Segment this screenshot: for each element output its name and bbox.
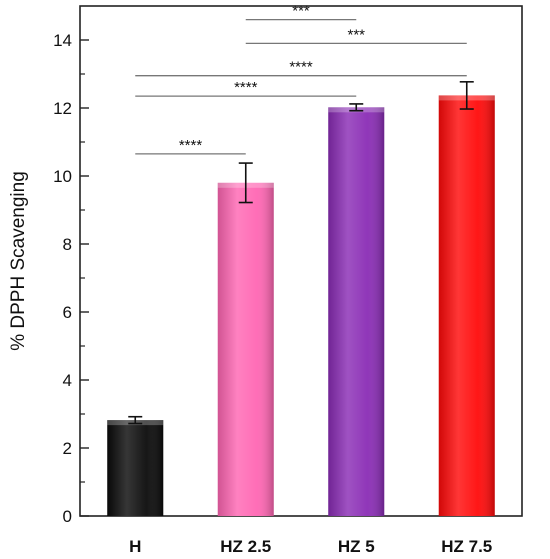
axes-group: 0 2 4 6 8 10 12 14 H HZ 2.5 HZ 5 HZ 7.5	[53, 31, 492, 556]
bar-shading	[217, 182, 274, 517]
significance-label: ****	[234, 79, 258, 96]
x-tick-label: HZ 2.5	[220, 537, 271, 556]
significance-bracket: ****	[135, 137, 246, 155]
bar-hz-7-5	[438, 81, 495, 517]
bar-h	[107, 415, 164, 516]
error-bar	[128, 415, 143, 425]
significance-label: ****	[179, 137, 203, 154]
error-bar	[349, 103, 364, 112]
y-tick-label: 12	[53, 99, 72, 118]
error-bar	[459, 81, 474, 110]
y-tick-label: 14	[53, 31, 72, 50]
significance-group: ******************	[135, 3, 467, 155]
significance-label: ***	[292, 3, 310, 20]
significance-label: ****	[289, 59, 313, 76]
y-tick-label: 8	[63, 235, 72, 254]
error-bar	[238, 162, 253, 204]
bar-shading	[107, 420, 164, 516]
significance-bracket: ****	[135, 79, 357, 97]
y-tick-label: 6	[63, 303, 72, 322]
plot-border	[79, 5, 523, 517]
y-tick-label: 10	[53, 167, 72, 186]
significance-bracket: ****	[135, 59, 467, 77]
bars-group	[107, 81, 495, 517]
y-tick-label: 4	[63, 371, 72, 390]
bar-hz-5	[328, 103, 385, 516]
bar-hz-2-5	[217, 162, 274, 517]
x-tick-label: HZ 5	[338, 537, 375, 556]
y-tick-label: 0	[63, 507, 72, 526]
plot-area	[79, 5, 523, 517]
y-tick-label: 2	[63, 439, 72, 458]
bar-shading	[328, 107, 385, 516]
bar-shading	[438, 95, 495, 517]
significance-bracket: ***	[245, 26, 467, 45]
y-axis-label: % DPPH Scavenging	[8, 171, 29, 351]
x-tick-label: HZ 7.5	[441, 537, 492, 556]
significance-bracket: ***	[245, 3, 357, 21]
x-tick-label: H	[129, 537, 141, 556]
significance-label: ***	[347, 26, 365, 43]
